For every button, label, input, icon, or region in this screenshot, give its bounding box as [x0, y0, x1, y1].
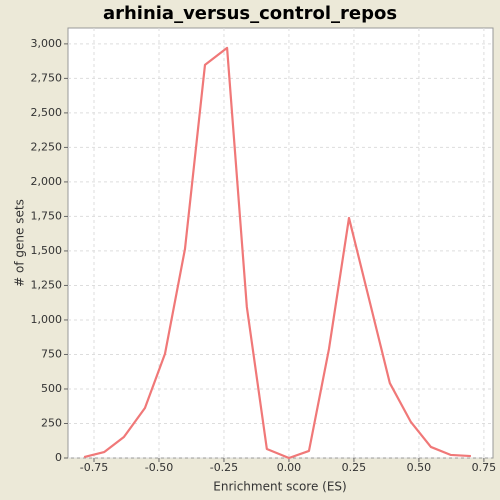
x-tick-label: 0.50 — [407, 461, 432, 474]
x-tick-label: 0.00 — [277, 461, 302, 474]
x-tick-label: -0.75 — [80, 461, 108, 474]
y-tick-label: 1,500 — [31, 244, 63, 257]
y-tick-label: 2,500 — [31, 106, 63, 119]
chart-title: arhinia_versus_control_repos — [103, 3, 397, 24]
y-tick-label: 500 — [41, 382, 62, 395]
y-tick-label: 2,750 — [31, 71, 63, 84]
y-tick-label: 1,750 — [31, 209, 63, 222]
x-tick-label: 0.75 — [472, 461, 497, 474]
y-tick-label: 2,000 — [31, 175, 63, 188]
x-tick-label: -0.25 — [210, 461, 238, 474]
y-tick-label: 2,250 — [31, 140, 63, 153]
y-tick-label: 3,000 — [31, 37, 63, 50]
y-tick-label: 0 — [55, 451, 62, 464]
y-axis-title: # of gene sets — [13, 199, 27, 287]
y-tick-label: 1,250 — [31, 278, 63, 291]
x-tick-label: -0.50 — [145, 461, 173, 474]
plot-area — [67, 27, 494, 459]
x-tick-label: 0.25 — [342, 461, 367, 474]
y-tick-label: 250 — [41, 416, 62, 429]
y-tick-label: 750 — [41, 347, 62, 360]
x-axis-title: Enrichment score (ES) — [213, 480, 346, 494]
data-line — [83, 46, 471, 460]
y-tick-label: 1,000 — [31, 313, 63, 326]
